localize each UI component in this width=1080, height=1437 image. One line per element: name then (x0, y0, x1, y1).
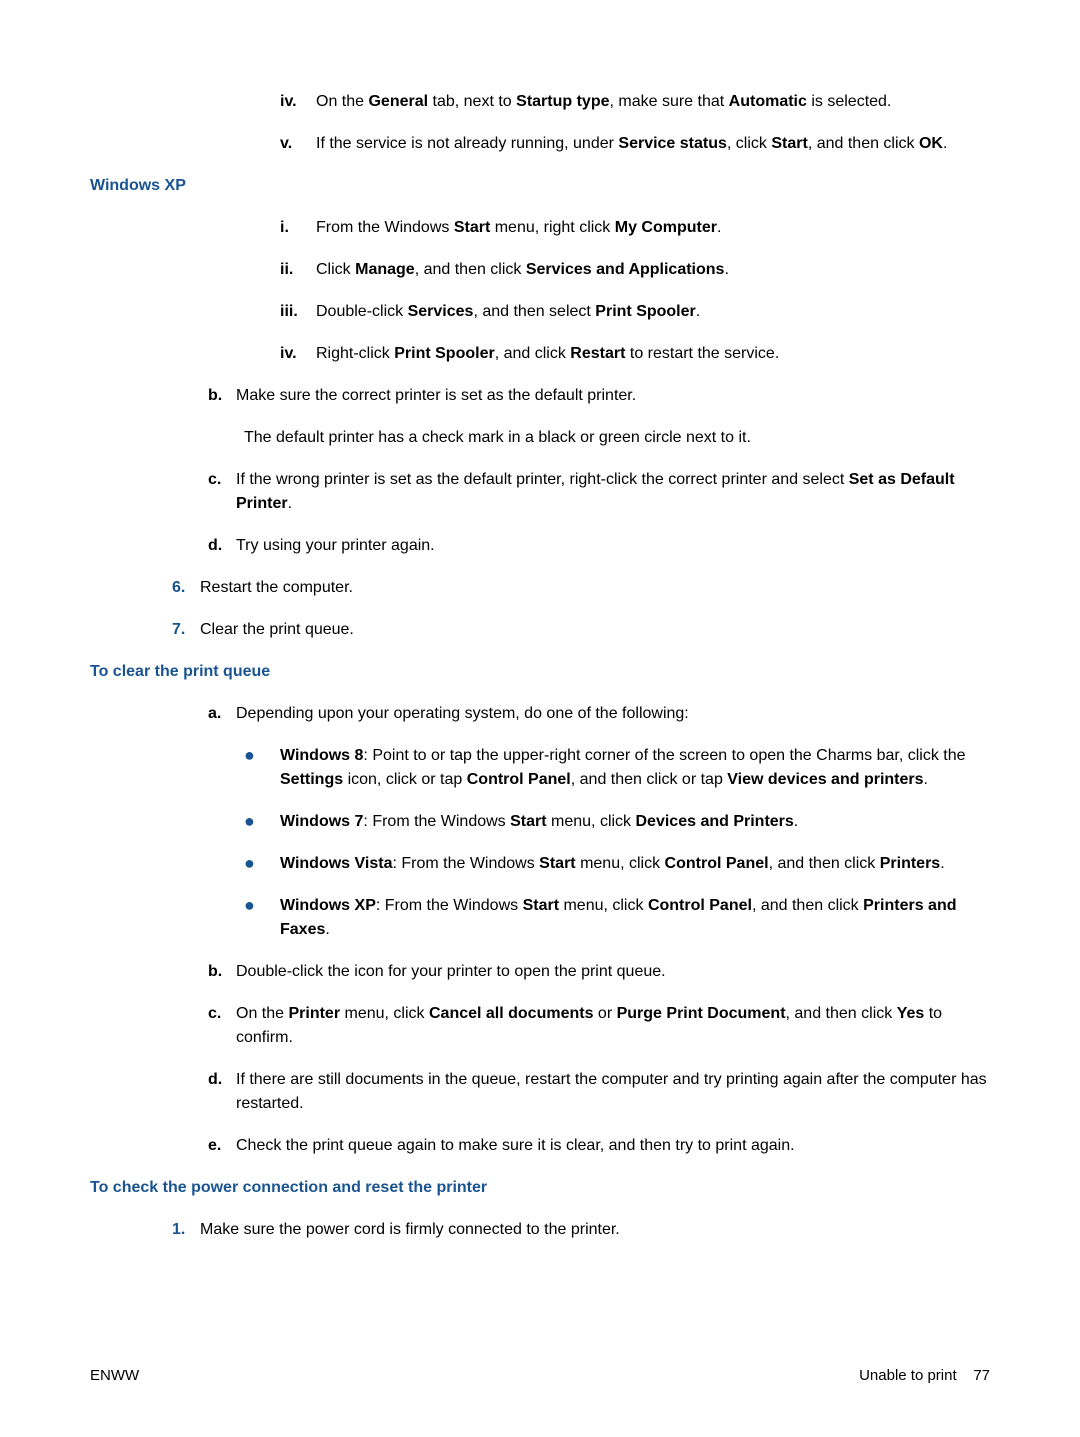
marker-roman: iv. (280, 342, 316, 366)
instruction-text: Restart the computer. (200, 576, 990, 600)
instruction-text: If the wrong printer is set as the defau… (236, 468, 990, 516)
page-footer: ENWW Unable to print 77 (90, 1365, 990, 1388)
instruction-text: From the Windows Start menu, right click… (316, 216, 990, 240)
marker-number: 7. (172, 618, 200, 642)
bullet-icon: ● (244, 894, 280, 942)
marker-letter: c. (208, 468, 236, 516)
instruction-text: Windows 8: Point to or tap the upper-rig… (280, 744, 990, 792)
list-item: iv. On the General tab, next to Startup … (280, 90, 990, 114)
bullet-icon: ● (244, 810, 280, 834)
marker-roman: ii. (280, 258, 316, 282)
list-item: c. On the Printer menu, click Cancel all… (208, 1002, 990, 1050)
list-item: ● Windows 8: Point to or tap the upper-r… (244, 744, 990, 792)
instruction-text: Windows Vista: From the Windows Start me… (280, 852, 990, 876)
instruction-text: Double-click Services, and then select P… (316, 300, 990, 324)
list-item: v. If the service is not already running… (280, 132, 990, 156)
instruction-text: Click Manage, and then click Services an… (316, 258, 990, 282)
list-item: ● Windows XP: From the Windows Start men… (244, 894, 990, 942)
list-item: e. Check the print queue again to make s… (208, 1134, 990, 1158)
marker-roman: iv. (280, 90, 316, 114)
instruction-text: On the Printer menu, click Cancel all do… (236, 1002, 990, 1050)
list-item: 6. Restart the computer. (172, 576, 990, 600)
marker-number: 6. (172, 576, 200, 600)
instruction-text: Make sure the correct printer is set as … (236, 384, 990, 408)
list-item: ● Windows 7: From the Windows Start menu… (244, 810, 990, 834)
list-item: ii. Click Manage, and then click Service… (280, 258, 990, 282)
list-item: iv. Right-click Print Spooler, and click… (280, 342, 990, 366)
instruction-text: On the General tab, next to Startup type… (316, 90, 990, 114)
instruction-text: Clear the print queue. (200, 618, 990, 642)
bullet-icon: ● (244, 744, 280, 792)
marker-roman: iii. (280, 300, 316, 324)
list-item: b. Double-click the icon for your printe… (208, 960, 990, 984)
marker-letter: b. (208, 384, 236, 408)
instruction-text: If the service is not already running, u… (316, 132, 990, 156)
instruction-text: Double-click the icon for your printer t… (236, 960, 990, 984)
instruction-text: Try using your printer again. (236, 534, 990, 558)
instruction-text: Windows XP: From the Windows Start menu,… (280, 894, 990, 942)
list-item: d. Try using your printer again. (208, 534, 990, 558)
list-item: 1. Make sure the power cord is firmly co… (172, 1218, 990, 1242)
marker-letter: e. (208, 1134, 236, 1158)
footer-right: Unable to print 77 (859, 1365, 990, 1388)
sub-text: The default printer has a check mark in … (244, 426, 990, 450)
instruction-text: Right-click Print Spooler, and click Res… (316, 342, 990, 366)
marker-number: 1. (172, 1218, 200, 1242)
marker-letter: b. (208, 960, 236, 984)
section-heading-clear-queue: To clear the print queue (90, 660, 990, 684)
instruction-text: Depending upon your operating system, do… (236, 702, 990, 726)
page-number: 77 (973, 1367, 990, 1384)
marker-letter: a. (208, 702, 236, 726)
list-item: i. From the Windows Start menu, right cl… (280, 216, 990, 240)
list-item: b. Make sure the correct printer is set … (208, 384, 990, 408)
marker-letter: c. (208, 1002, 236, 1050)
instruction-text: Make sure the power cord is firmly conne… (200, 1218, 990, 1242)
bullet-icon: ● (244, 852, 280, 876)
section-heading-check-power: To check the power connection and reset … (90, 1176, 990, 1200)
list-item: ● Windows Vista: From the Windows Start … (244, 852, 990, 876)
page-content: iv. On the General tab, next to Startup … (90, 90, 990, 1242)
marker-letter: d. (208, 534, 236, 558)
instruction-text: Check the print queue again to make sure… (236, 1134, 990, 1158)
list-item: 7. Clear the print queue. (172, 618, 990, 642)
list-item: d. If there are still documents in the q… (208, 1068, 990, 1116)
instruction-text: Windows 7: From the Windows Start menu, … (280, 810, 990, 834)
list-item: iii. Double-click Services, and then sel… (280, 300, 990, 324)
marker-roman: v. (280, 132, 316, 156)
list-item: c. If the wrong printer is set as the de… (208, 468, 990, 516)
list-item: a. Depending upon your operating system,… (208, 702, 990, 726)
instruction-text: If there are still documents in the queu… (236, 1068, 990, 1116)
marker-roman: i. (280, 216, 316, 240)
marker-letter: d. (208, 1068, 236, 1116)
section-heading-windows-xp: Windows XP (90, 174, 990, 198)
footer-section-label: Unable to print (859, 1367, 957, 1384)
footer-left: ENWW (90, 1365, 139, 1388)
